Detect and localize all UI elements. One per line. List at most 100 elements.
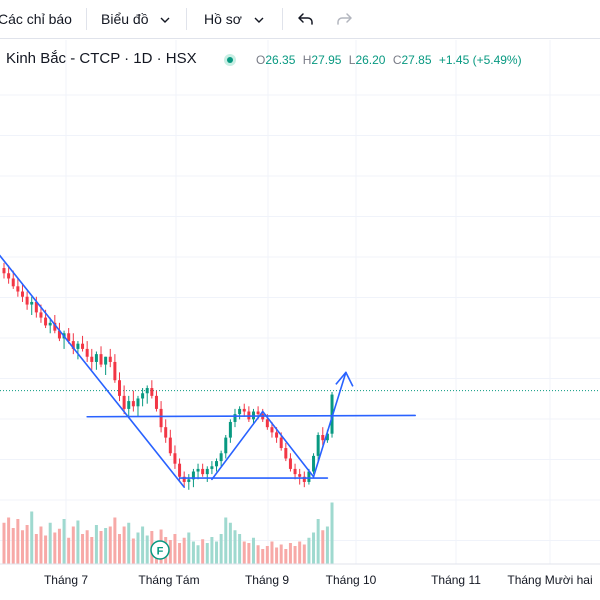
volume-bar xyxy=(7,517,11,564)
candle xyxy=(247,406,251,422)
time-axis-label: Tháng Mười hai xyxy=(507,573,592,587)
candle xyxy=(2,262,6,279)
candle xyxy=(57,322,61,342)
candle xyxy=(118,372,121,402)
volume-bar xyxy=(288,543,292,564)
market-status-icon[interactable] xyxy=(224,54,236,66)
volume-bar xyxy=(67,537,71,564)
symbol-legend: Kinh Bắc - CTCP · 1D · HSX O26.35 H27.95… xyxy=(0,46,600,74)
candle-body xyxy=(178,463,182,477)
candle-body xyxy=(164,427,168,438)
time-axis-label: Tháng Tám xyxy=(138,573,199,587)
candle xyxy=(242,403,246,417)
candle-body xyxy=(39,312,43,318)
candle xyxy=(196,463,200,480)
candle xyxy=(321,427,325,446)
time-axis-label: Tháng 7 xyxy=(44,573,88,587)
trendline-drawing[interactable] xyxy=(312,371,347,478)
redo-icon[interactable] xyxy=(334,9,354,29)
volume-bar xyxy=(233,530,237,564)
chart-type-dropdown[interactable]: Biểu đồ xyxy=(101,0,170,38)
candle xyxy=(25,291,29,310)
volume-bar xyxy=(16,519,20,564)
candle-body xyxy=(85,348,89,357)
volume-bar xyxy=(325,526,329,564)
volume-bar xyxy=(30,511,34,564)
volume-bar xyxy=(256,545,260,564)
profile-label: Hồ sơ xyxy=(204,11,242,27)
volume-bar xyxy=(122,526,126,564)
candle-body xyxy=(242,408,246,412)
volume-bar xyxy=(219,534,223,564)
candle xyxy=(48,317,52,334)
candle-body xyxy=(168,437,172,454)
time-axis[interactable]: Tháng 7 Tháng Tám Tháng 9 Tháng 10 Tháng 11 T… xyxy=(44,573,593,587)
symbol-title[interactable]: Kinh Bắc - CTCP · 1D · HSX xyxy=(6,50,197,67)
volume-bar xyxy=(251,537,255,564)
volume-bar xyxy=(131,538,135,564)
trendline-drawing[interactable] xyxy=(211,410,264,481)
indicators-button[interactable]: Các chỉ báo xyxy=(0,0,72,38)
volume-bar xyxy=(94,525,98,564)
candle xyxy=(90,348,94,370)
chevron-down-icon xyxy=(160,17,170,24)
volume-bar xyxy=(39,526,43,564)
candle xyxy=(187,474,191,490)
volume-bar xyxy=(2,522,6,564)
candle-body xyxy=(288,458,292,469)
candle-body xyxy=(307,471,311,482)
candle-body xyxy=(205,468,209,475)
candle xyxy=(71,333,75,355)
candle-body xyxy=(11,278,15,287)
candle xyxy=(104,356,108,375)
volume-bar xyxy=(62,519,66,564)
toolbar-divider xyxy=(186,8,187,30)
horizontal-line-drawing[interactable] xyxy=(86,414,416,418)
candle-body xyxy=(238,408,242,415)
time-axis-label: Tháng 10 xyxy=(326,573,377,587)
chart-type-label: Biểu đồ xyxy=(101,11,149,27)
candle xyxy=(173,445,177,469)
volume-bar xyxy=(298,541,302,564)
volume-bar xyxy=(182,537,186,564)
financials-event-icon[interactable] xyxy=(150,540,170,560)
candle-body xyxy=(302,476,306,482)
low-key: L xyxy=(348,53,356,67)
candle-body xyxy=(256,411,260,415)
volume-bar xyxy=(205,543,209,564)
candle-body xyxy=(321,435,325,441)
volume-bar xyxy=(104,528,108,564)
volume-bar xyxy=(284,549,288,564)
volume-bar xyxy=(118,534,121,564)
candle-body xyxy=(57,330,61,339)
volume-bar xyxy=(108,526,112,564)
candle xyxy=(113,354,117,383)
undo-icon[interactable] xyxy=(296,9,316,29)
candle-body xyxy=(71,341,75,349)
candle-body xyxy=(76,343,80,349)
volume-bar xyxy=(168,540,172,564)
trendline-drawing[interactable] xyxy=(261,410,315,478)
candle xyxy=(94,351,98,370)
candle-body xyxy=(67,333,71,342)
volume-bar xyxy=(145,535,149,564)
time-axis-label: Tháng 11 xyxy=(431,573,481,587)
trendline-drawing[interactable] xyxy=(0,254,185,488)
candle xyxy=(284,442,288,462)
candle xyxy=(99,346,103,368)
candle-body xyxy=(270,427,274,433)
volume-bar xyxy=(265,546,269,564)
volume-bar xyxy=(141,526,145,564)
candle xyxy=(7,265,11,284)
profile-dropdown[interactable]: Hồ sơ xyxy=(204,0,264,38)
candle-body xyxy=(293,468,297,475)
close-key: C xyxy=(392,53,402,67)
candle xyxy=(205,466,209,482)
high-key: H xyxy=(302,53,312,67)
candle-body xyxy=(104,356,108,365)
candle-body xyxy=(34,301,38,313)
candle xyxy=(219,450,223,467)
arrow-head-drawing[interactable] xyxy=(335,371,354,387)
open-value: 26.35 xyxy=(265,53,296,67)
